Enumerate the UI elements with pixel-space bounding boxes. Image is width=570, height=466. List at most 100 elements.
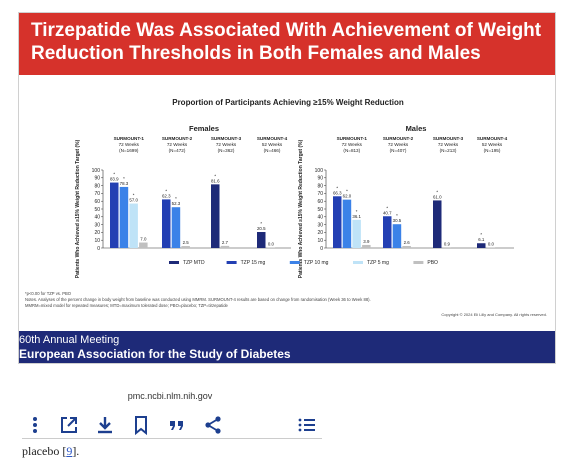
bar-value-label: 2.7	[222, 240, 229, 245]
y-tick-label: 80	[317, 183, 323, 189]
y-tick-label: 50	[317, 207, 323, 213]
slide-figure: Tirzepatide Was Associated With Achievem…	[18, 12, 556, 364]
group-label-weeks: 72 Weeks	[388, 142, 409, 147]
legend-label: TZP 15 mg	[241, 260, 266, 266]
bar	[352, 219, 361, 248]
group-label-weeks: 72 Weeks	[342, 142, 363, 147]
bar-value-label: 20.5	[257, 226, 266, 231]
y-tick-label: 40	[94, 215, 100, 221]
open-external-icon[interactable]	[58, 414, 80, 436]
significance-star: *	[113, 172, 115, 177]
footnote-abbreviations: MMRM=mixed model for repeated measures; …	[25, 303, 228, 308]
bar	[433, 200, 442, 248]
legend-swatch	[289, 261, 300, 264]
bar-value-label: 66.3	[333, 190, 342, 195]
bar-value-label: 62.0	[343, 194, 352, 199]
y-tick-label: 60	[94, 199, 100, 205]
significance-star: *	[480, 232, 482, 237]
y-axis-label: Patients Who Achieved ≥15% Weight Reduct…	[75, 139, 81, 278]
bar-value-label: 83.9	[110, 177, 119, 182]
bar-value-label: 7.0	[140, 237, 147, 242]
group-label-n: (N=407)	[390, 148, 407, 153]
bar	[257, 232, 266, 248]
y-tick-label: 0	[97, 246, 100, 252]
legend-swatch	[226, 261, 237, 264]
bar-value-label: 81.6	[211, 178, 220, 183]
significance-star: *	[436, 189, 438, 194]
significance-star: *	[396, 213, 398, 218]
article-toolbar	[22, 412, 322, 439]
download-icon[interactable]	[94, 414, 116, 436]
y-tick-label: 10	[94, 238, 100, 244]
quote-icon[interactable]	[166, 414, 188, 436]
bar	[119, 186, 129, 248]
group-label-study: SURMOUNT-4	[477, 136, 508, 141]
legend-swatch	[169, 261, 179, 264]
group-label-n: (N=813)	[343, 148, 360, 153]
bar-value-label: 78.3	[120, 181, 129, 186]
bar	[181, 246, 190, 248]
group-label-weeks: 52 Weeks	[262, 142, 283, 147]
share-icon[interactable]	[202, 414, 224, 436]
text-prefix: placebo [	[22, 444, 67, 458]
y-tick-label: 100	[315, 168, 324, 174]
group-label-study: SURMOUNT-3	[433, 136, 464, 141]
group-label-n: (N=195)	[484, 148, 501, 153]
footnote-significance: *p<0.00 for TZP vs. PBO	[25, 291, 72, 296]
bar-chart: Females Patients Who Achieved ≥15% Weight…	[75, 124, 514, 278]
group-label-study: SURMOUNT-3	[211, 136, 242, 141]
significance-star: *	[346, 189, 348, 194]
slide-title-line2: Reduction Thresholds in Both Females and…	[31, 43, 481, 64]
meeting-line2: European Association for the Study of Di…	[19, 347, 291, 361]
y-tick-label: 0	[320, 246, 323, 252]
bar-value-label: 0.0	[488, 241, 495, 246]
bar-value-label: 61.0	[433, 194, 442, 199]
bar	[442, 247, 452, 248]
legend-swatch	[353, 261, 363, 264]
bar	[211, 184, 220, 248]
list-icon[interactable]	[296, 414, 318, 436]
y-tick-label: 90	[94, 176, 100, 182]
y-tick-label: 20	[317, 230, 323, 236]
group-label-n: (N=466)	[264, 148, 281, 153]
bar	[342, 199, 352, 248]
slide-title: Tirzepatide Was Associated With Achievem…	[31, 19, 546, 65]
bar-value-label: 0.9	[444, 241, 451, 246]
y-tick-label: 30	[317, 222, 323, 228]
bar-value-label: 57.0	[129, 198, 138, 203]
bar	[171, 207, 181, 248]
reference-link[interactable]: 9	[66, 444, 73, 458]
y-tick-label: 60	[317, 199, 323, 205]
more-vertical-icon[interactable]	[24, 414, 46, 436]
bar	[362, 244, 371, 248]
legend-label: PBO	[427, 260, 438, 266]
bookmark-icon[interactable]	[130, 414, 152, 436]
bar	[110, 182, 119, 248]
bar	[162, 199, 171, 248]
significance-star: *	[336, 185, 338, 190]
bar-value-label: 40.7	[383, 210, 392, 215]
significance-star: *	[386, 205, 388, 210]
footnotes: *p<0.00 for TZP vs. PBO Notes. Analyses …	[25, 291, 445, 309]
chart-title: Proportion of Participants Achieving ≥15…	[172, 98, 404, 107]
bar-value-label: 30.5	[393, 218, 402, 223]
group-label-n: (N=213)	[440, 148, 457, 153]
significance-star: *	[133, 193, 135, 198]
bar	[129, 203, 138, 248]
footnote-notes: Notes. Analyses of the percent change in…	[25, 297, 371, 302]
group-label-weeks: 72 Weeks	[167, 142, 188, 147]
bar-value-label: 2.5	[183, 240, 190, 245]
group-label-n: (N=472)	[169, 148, 186, 153]
bar-value-label: 2.6	[404, 240, 411, 245]
bar	[392, 224, 402, 248]
article-text: placebo [9].	[22, 444, 79, 459]
group-label-n: (N=1699)	[119, 148, 139, 153]
group-label-study: SURMOUNT-2	[162, 136, 193, 141]
group-label-study: SURMOUNT-1	[337, 136, 368, 141]
significance-star: *	[260, 221, 262, 226]
bar-value-label: 0.0	[268, 241, 275, 246]
meeting-footer: 60th Annual Meeting European Association…	[19, 331, 555, 363]
significance-star: *	[123, 176, 125, 181]
significance-star: *	[214, 173, 216, 178]
group-label-weeks: 72 Weeks	[216, 142, 237, 147]
